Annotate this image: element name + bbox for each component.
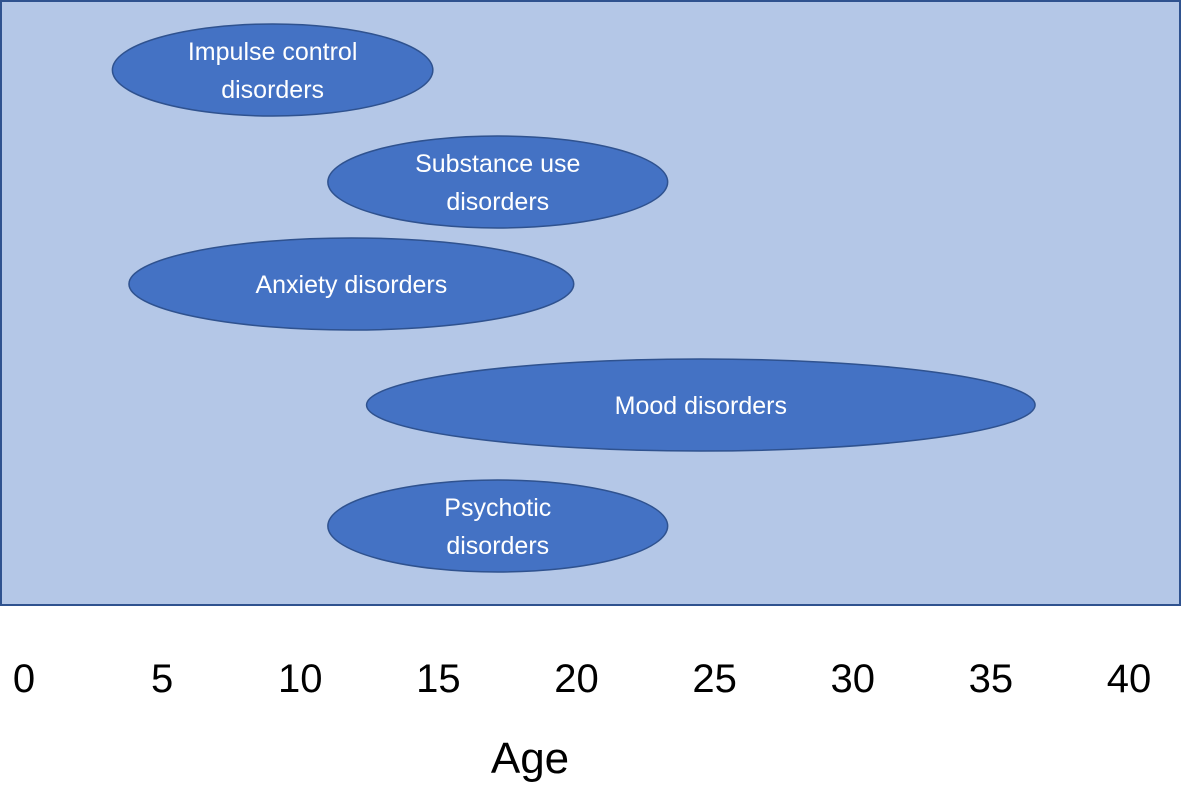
disorder-range: Substance use disorders [327,135,669,229]
disorder-ellipse [365,358,1036,452]
age-tick-label: 35 [969,657,1014,701]
disorder-label: Anxiety disorders [255,271,447,299]
disorder-ellipse [111,23,434,117]
disorder-ellipse [327,135,669,229]
disorder-label: disorders [221,76,324,104]
disorder-range: Mood disorders [365,358,1036,452]
disorder-ellipse [128,237,575,331]
disorder-ellipse [327,479,669,573]
age-tick-label: 40 [1107,657,1152,701]
disorder-range: Psychotic disorders [327,479,669,573]
disorder-range: Impulse control disorders [111,23,434,117]
disorder-label: disorders [446,532,549,560]
age-tick-label: 15 [416,657,461,701]
age-tick-label: 10 [278,657,323,701]
age-tick-label: 25 [692,657,737,701]
disorder-label: Impulse control [188,38,358,66]
age-tick-label: 20 [554,657,599,701]
age-tick-label: 5 [151,657,173,701]
disorder-label: Substance use [415,150,580,178]
disorder-label: Psychotic [444,494,551,522]
disorder-ellipses: Impulse control disorders Substance use dis… [111,23,1036,573]
age-tick-label: 30 [831,657,876,701]
age-tick-label: 0 [13,657,35,701]
disorder-range: Anxiety disorders [128,237,575,331]
disorder-label: disorders [446,188,549,216]
x-axis-title: Age [491,734,569,782]
disorder-label: Mood disorders [615,392,787,420]
age-tick-labels: 0 5 10 15 20 25 30 35 40 [13,657,1151,701]
